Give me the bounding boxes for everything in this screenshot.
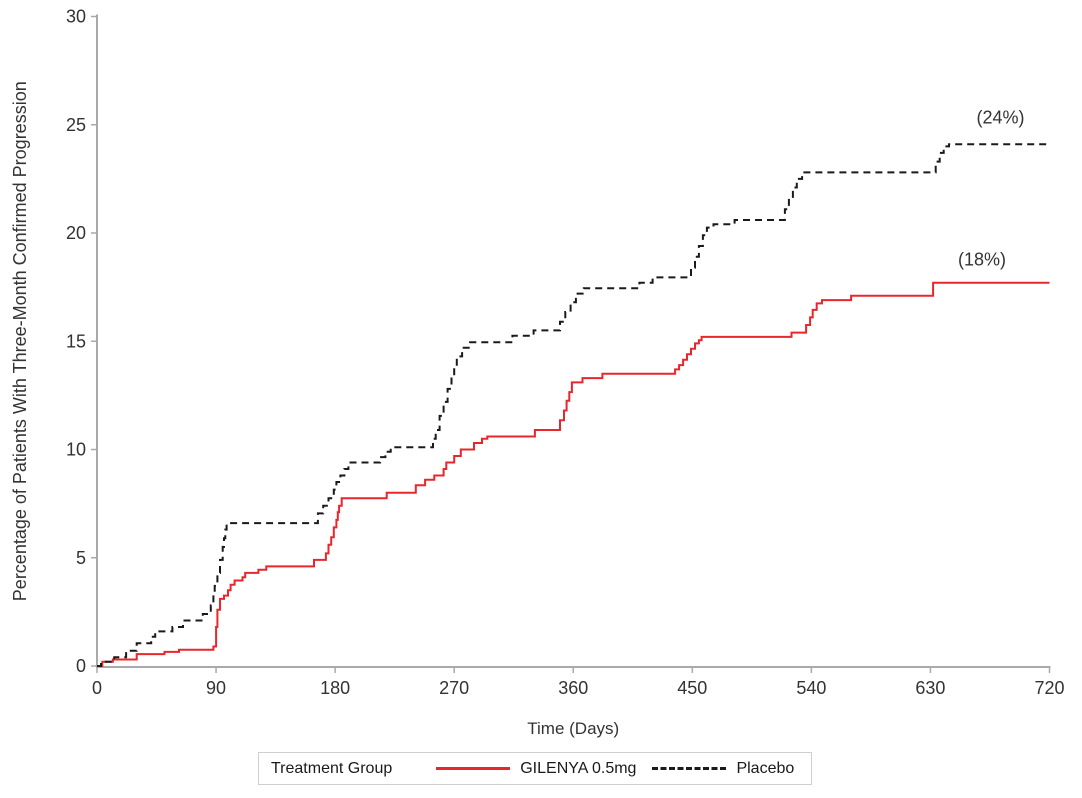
- x-tick-label: 270: [439, 678, 469, 698]
- legend-line-placebo: [652, 767, 727, 770]
- x-tick-label: 360: [558, 678, 588, 698]
- annotation-18: (18%): [958, 249, 1006, 269]
- series-line-placebo: [97, 143, 1050, 667]
- y-tick-label: 20: [66, 223, 86, 243]
- x-tick-label: 450: [677, 678, 707, 698]
- legend-label-placebo: Placebo: [736, 759, 795, 777]
- legend-line-gilenya: [436, 767, 511, 770]
- x-tick-label: 540: [796, 678, 826, 698]
- x-tick-label: 0: [92, 678, 102, 698]
- y-axis-title: Percentage of Patients With Three-Month …: [10, 81, 30, 601]
- x-tick-label: 90: [206, 678, 226, 698]
- y-tick-label: 30: [66, 7, 86, 27]
- x-tick-label: 180: [320, 678, 350, 698]
- legend-title: Treatment Group: [271, 759, 393, 777]
- x-axis-title: Time (Days): [527, 719, 619, 738]
- y-tick-label: 25: [66, 115, 86, 135]
- series-line-gilenya-0-5mg: [97, 281, 1050, 667]
- y-tick-label: 10: [66, 440, 86, 460]
- x-tick-label: 720: [1034, 678, 1064, 698]
- legend: Treatment Group GILENYA 0.5mg Placebo: [258, 752, 812, 785]
- y-tick-label: 5: [76, 548, 86, 568]
- legend-label-gilenya: GILENYA 0.5mg: [520, 759, 637, 777]
- annotation-24: (24%): [977, 108, 1025, 128]
- x-tick-label: 630: [915, 678, 945, 698]
- y-tick-label: 15: [66, 331, 86, 351]
- y-tick-label: 0: [76, 656, 86, 676]
